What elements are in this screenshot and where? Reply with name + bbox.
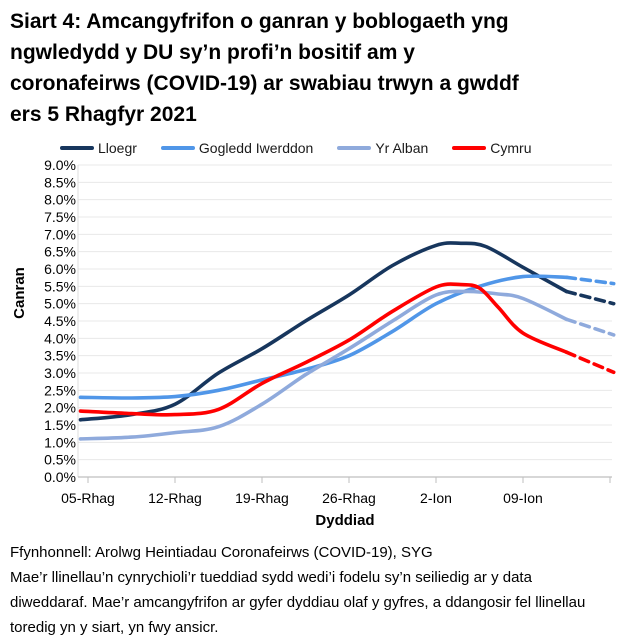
legend-swatch-gogledd-iwerddon [160, 146, 195, 150]
y-tick-label: 3.5% [44, 348, 76, 364]
x-tick-label: 12-Rhag [148, 490, 202, 506]
legend-swatch-cymru [452, 146, 487, 150]
y-tick-label: 5.0% [44, 296, 76, 312]
y-tick-label: 8.5% [44, 174, 76, 190]
chart-canvas: 9.0%8.5% 8.0%7.5%7.0% 6.5%6.0%5.5% 5.0%4.5%… [11, 157, 616, 529]
y-tick-label: 6.0% [44, 261, 76, 277]
y-tick-label: 0.5% [44, 452, 76, 468]
x-tick-label: 05-Rhag [61, 490, 115, 506]
legend-label-gogledd-iwerddon: Gogledd Iwerddon [198, 140, 314, 156]
legend-item-yr-alban: Yr Alban [337, 140, 428, 156]
source-note: Ffynhonnell: Arolwg Heintiadau Coronafei… [10, 540, 622, 640]
series-line-lloegr-dashed [564, 289, 616, 306]
y-tick-label: 1.5% [44, 417, 76, 433]
note-line: toredig yn y siart, yn fwy ansicr. [10, 619, 219, 636]
y-tick-label: 5.5% [44, 278, 76, 294]
x-axis-title: Dyddiad [315, 512, 374, 529]
series-line-cymru [78, 282, 569, 417]
y-tick-label: 4.0% [44, 330, 76, 346]
legend: Lloegr Gogledd Iwerddon Yr Alban Cymru [60, 140, 556, 156]
chart-title: Siart 4: Amcangyfrifon o ganran y boblog… [10, 6, 618, 130]
y-tick-label: 0.0% [44, 469, 76, 485]
series-line-cymru-dashed [564, 350, 616, 375]
y-tick-label: 7.5% [44, 209, 76, 225]
chart-title-line: coronafeirws (COVID-19) ar swabiau trwyn… [10, 72, 519, 95]
legend-item-gogledd-iwerddon: Gogledd Iwerddon [160, 140, 314, 156]
x-tick-label: 26-Rhag [322, 490, 376, 506]
y-axis-title: Canran [11, 267, 28, 319]
y-tick-label: 8.0% [44, 192, 76, 208]
chart-title-line: ers 5 Rhagfyr 2021 [10, 103, 197, 126]
y-tick-label: 7.0% [44, 226, 76, 242]
chart-title-line: ngwledydd y DU sy’n profi’n bositif am y [10, 41, 415, 64]
y-tick-label: 3.0% [44, 365, 76, 381]
legend-swatch-yr-alban [337, 146, 372, 150]
x-tick-label: 09-Ion [503, 490, 543, 506]
x-tick-label: 19-Rhag [235, 490, 289, 506]
y-tick-label: 4.5% [44, 313, 76, 329]
legend-label-yr-alban: Yr Alban [375, 140, 429, 156]
series-line-lloegr [78, 241, 569, 422]
legend-item-lloegr: Lloegr [60, 140, 137, 156]
chart-title-line: Siart 4: Amcangyfrifon o ganran y boblog… [10, 10, 509, 33]
y-tick-label: 2.0% [44, 400, 76, 416]
y-tick-label: 6.5% [44, 244, 76, 260]
source-line: Ffynhonnell: Arolwg Heintiadau Coronafei… [10, 544, 433, 561]
y-tick-label: 2.5% [44, 382, 76, 398]
series-line-yr-alban-dashed [564, 317, 616, 337]
y-tick-label: 1.0% [44, 434, 76, 450]
series-line-gogledd-iwerddon-dashed [564, 275, 616, 286]
legend-label-lloegr: Lloegr [98, 140, 137, 156]
legend-label-cymru: Cymru [490, 140, 532, 156]
legend-swatch-lloegr [60, 146, 94, 150]
y-tick-label: 9.0% [44, 157, 76, 173]
note-line: diweddaraf. Mae’r amcangyfrifon ar gyfer… [10, 594, 586, 611]
x-tick-label: 2-Ion [420, 490, 452, 506]
series-line-yr-alban [78, 289, 569, 441]
note-line: Mae’r llinellau’n cynrychioli’r tueddiad… [10, 569, 532, 586]
legend-item-cymru: Cymru [452, 140, 532, 156]
